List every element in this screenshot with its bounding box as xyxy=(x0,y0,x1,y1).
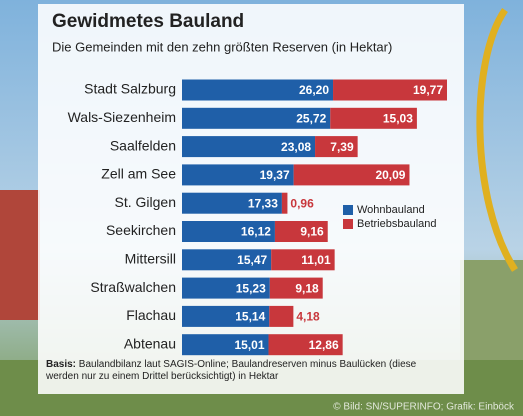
category-label: St. Gilgen xyxy=(115,194,176,210)
value-label: 15,01 xyxy=(234,338,264,352)
value-label: 16,12 xyxy=(241,225,271,239)
bar-segment xyxy=(182,221,275,242)
value-label: 17,33 xyxy=(248,196,278,210)
value-label: 15,23 xyxy=(236,281,266,295)
value-label: 15,47 xyxy=(237,253,267,267)
value-label: 4,18 xyxy=(296,310,320,324)
bar-segment xyxy=(315,136,358,158)
value-label: 11,01 xyxy=(301,253,331,267)
legend-swatch xyxy=(343,219,353,229)
bar-segment xyxy=(182,79,334,101)
value-label: 9,18 xyxy=(295,281,319,295)
value-label: 15,03 xyxy=(383,111,413,125)
bar-segment xyxy=(268,334,343,356)
crane xyxy=(476,7,518,272)
value-label: 19,77 xyxy=(413,83,443,97)
value-label: 0,96 xyxy=(290,196,314,210)
category-label: Seekirchen xyxy=(106,222,176,238)
category-label: Flachau xyxy=(126,307,176,323)
category-label: Mittersill xyxy=(125,251,176,267)
value-label: 19,37 xyxy=(260,168,290,182)
value-label: 7,39 xyxy=(330,140,354,154)
bar-segment xyxy=(271,249,335,271)
value-label: 23,08 xyxy=(281,140,311,154)
bar-segment xyxy=(182,136,316,158)
value-label: 25,72 xyxy=(296,111,326,125)
chart-subtitle: Die Gemeinden mit den zehn größten Reser… xyxy=(52,39,392,54)
legend-label: Betriebsbauland xyxy=(357,218,437,230)
legend-label: Wohnbauland xyxy=(357,204,425,216)
chart-title: Gewidmetes Bauland xyxy=(52,11,244,32)
house xyxy=(0,190,40,320)
bar-segment xyxy=(182,277,270,299)
bar-segment xyxy=(182,249,272,271)
category-label: Saalfelden xyxy=(110,137,176,153)
value-label: 15,14 xyxy=(235,310,265,324)
category-label: Straßwalchen xyxy=(90,279,176,295)
category-label: Wals-Siezenheim xyxy=(68,109,176,125)
credit: © Bild: SN/SUPERINFO; Grafik: Einböck xyxy=(333,402,515,413)
value-label: 12,86 xyxy=(309,338,339,352)
bar-segment xyxy=(269,277,323,299)
category-label: Abtenau xyxy=(124,335,176,351)
bar-segment xyxy=(281,192,288,214)
bar-segment xyxy=(274,221,328,242)
bar-segment xyxy=(182,305,270,327)
bar-segment xyxy=(330,107,417,129)
value-label: 9,16 xyxy=(300,225,324,239)
bar-segment xyxy=(182,107,331,129)
bar-segment xyxy=(182,334,269,356)
trees xyxy=(460,260,523,360)
legend-swatch xyxy=(343,205,353,215)
bar-segment xyxy=(182,164,294,186)
bar-segment xyxy=(269,305,294,327)
note-text: Baulandbilanz laut SAGIS-Online; Bauland… xyxy=(46,359,417,382)
category-label: Zell am See xyxy=(101,166,176,182)
value-label: 20,09 xyxy=(375,168,405,182)
category-label: Stadt Salzburg xyxy=(84,81,176,97)
bar-segment xyxy=(333,79,447,101)
value-label: 26,20 xyxy=(299,83,329,97)
footnote: Basis: Baulandbilanz laut SAGIS-Online; … xyxy=(46,359,446,383)
bar-segment xyxy=(293,164,410,186)
bar-segment xyxy=(182,192,282,214)
note-label: Basis: xyxy=(46,359,77,370)
